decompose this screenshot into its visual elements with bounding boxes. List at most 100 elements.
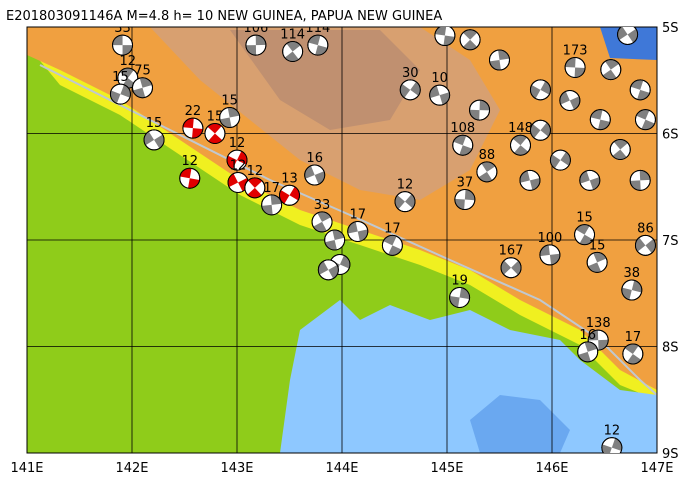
ball-quadrant bbox=[530, 124, 541, 139]
ball-outline bbox=[282, 40, 304, 62]
ball-outline bbox=[109, 83, 131, 105]
lon-tick-label: 147E bbox=[640, 461, 673, 476]
beachball bbox=[510, 134, 531, 156]
depth-label: 138 bbox=[586, 316, 611, 331]
ball-quadrant bbox=[598, 339, 609, 351]
depth-label: 15 bbox=[146, 116, 163, 131]
ball-quadrant bbox=[261, 204, 273, 215]
beachball bbox=[621, 279, 643, 301]
ball-outline bbox=[429, 84, 451, 106]
beachball bbox=[279, 184, 300, 206]
beachball bbox=[622, 343, 644, 365]
ball-quadrant bbox=[550, 154, 561, 169]
ball-outline bbox=[244, 177, 266, 199]
ball-outline bbox=[601, 437, 623, 453]
depth-label: 15 bbox=[207, 110, 224, 125]
depth-label: 12 bbox=[229, 136, 246, 151]
ball-quadrant bbox=[248, 177, 263, 188]
depth-label: 167 bbox=[499, 244, 524, 259]
ball-quadrant bbox=[512, 135, 527, 146]
depth-label: 114 bbox=[280, 27, 305, 42]
ball-quadrant bbox=[469, 109, 480, 121]
beachball bbox=[489, 49, 510, 71]
ball-quadrant bbox=[639, 170, 651, 181]
depth-label: 17 bbox=[625, 330, 642, 345]
ball-quadrant bbox=[598, 119, 611, 130]
depth-label: 106 bbox=[243, 21, 268, 36]
map-title: E201803091146A M=4.8 h= 10 NEW GUINEA, P… bbox=[6, 9, 442, 24]
beachball bbox=[634, 109, 656, 131]
ball-quadrant bbox=[144, 131, 155, 146]
ball-quadrant bbox=[388, 245, 402, 256]
ball-quadrant bbox=[635, 237, 646, 252]
beachball bbox=[629, 169, 651, 191]
ball-outline bbox=[182, 117, 204, 139]
beachball bbox=[579, 169, 601, 191]
ball-quadrant bbox=[383, 235, 397, 246]
ball-outline bbox=[219, 107, 241, 129]
beachball bbox=[381, 234, 403, 256]
beachball bbox=[109, 83, 131, 105]
ball-quadrant bbox=[590, 109, 603, 120]
depth-label: 12 bbox=[397, 178, 414, 193]
ball-outline bbox=[279, 184, 300, 206]
beachball bbox=[549, 149, 571, 171]
ball-quadrant bbox=[574, 67, 586, 78]
ball-outline bbox=[634, 109, 656, 131]
beachball bbox=[629, 79, 651, 101]
ball-quadrant bbox=[530, 84, 541, 99]
ball-quadrant bbox=[613, 139, 628, 150]
ball-quadrant bbox=[112, 35, 123, 46]
depth-label: 148 bbox=[508, 121, 533, 136]
ball-quadrant bbox=[324, 240, 337, 250]
ball-outline bbox=[519, 169, 541, 191]
depth-label: 173 bbox=[563, 43, 588, 58]
ball-outline bbox=[589, 109, 611, 131]
beachball bbox=[347, 220, 369, 242]
ball-quadrant bbox=[284, 51, 299, 62]
ball-quadrant bbox=[459, 287, 470, 300]
ball-quadrant bbox=[188, 178, 200, 189]
depth-label: 12 bbox=[120, 54, 137, 69]
ball-quadrant bbox=[621, 287, 632, 300]
ball-quadrant bbox=[245, 45, 257, 56]
ball-quadrant bbox=[463, 29, 478, 40]
ball-outline bbox=[394, 191, 416, 213]
depth-label: 17 bbox=[263, 181, 280, 196]
depth-label: 108 bbox=[450, 121, 475, 136]
ball-quadrant bbox=[122, 45, 133, 56]
ball-quadrant bbox=[255, 35, 266, 46]
ball-quadrant bbox=[565, 57, 576, 68]
beachball bbox=[317, 259, 339, 281]
ball-outline bbox=[579, 169, 601, 191]
depth-label: 237 bbox=[615, 10, 640, 25]
ball-outline bbox=[549, 149, 571, 171]
ball-quadrant bbox=[560, 151, 571, 166]
ball-quadrant bbox=[454, 198, 465, 210]
ball-quadrant bbox=[519, 170, 530, 183]
beachball bbox=[459, 29, 481, 51]
ball-outline bbox=[609, 138, 631, 160]
ball-quadrant bbox=[410, 81, 421, 96]
beachball bbox=[143, 129, 165, 151]
beachball bbox=[454, 189, 476, 211]
ball-quadrant bbox=[478, 171, 493, 182]
ball-quadrant bbox=[328, 264, 339, 279]
lon-tick-label: 146E bbox=[535, 461, 568, 476]
beachball bbox=[307, 34, 329, 56]
lat-tick-label: 6S bbox=[662, 128, 679, 143]
ball-outline bbox=[317, 259, 339, 281]
ball-outline bbox=[179, 167, 201, 189]
beachball bbox=[399, 79, 421, 101]
depth-label: 75 bbox=[134, 64, 151, 79]
depth-label: 19 bbox=[451, 274, 468, 289]
ball-quadrant bbox=[579, 234, 594, 245]
beachball bbox=[304, 164, 326, 186]
beachball bbox=[564, 56, 586, 78]
ball-outline bbox=[564, 56, 586, 78]
ball-quadrant bbox=[624, 343, 639, 354]
beachball bbox=[226, 149, 248, 171]
beachball bbox=[452, 134, 474, 156]
beachball bbox=[609, 138, 631, 160]
